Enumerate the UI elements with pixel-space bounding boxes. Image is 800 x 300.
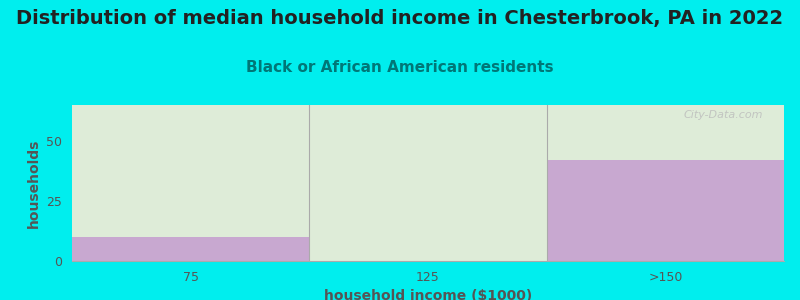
Text: Distribution of median household income in Chesterbrook, PA in 2022: Distribution of median household income … [17, 9, 783, 28]
Bar [546, 160, 784, 261]
Text: Black or African American residents: Black or African American residents [246, 60, 554, 75]
Y-axis label: households: households [26, 138, 41, 228]
Bar [310, 105, 546, 261]
Bar [546, 105, 784, 261]
Bar [72, 237, 310, 261]
Bar [72, 105, 310, 261]
Text: City-Data.com: City-Data.com [683, 110, 762, 120]
X-axis label: household income ($1000): household income ($1000) [324, 289, 532, 300]
